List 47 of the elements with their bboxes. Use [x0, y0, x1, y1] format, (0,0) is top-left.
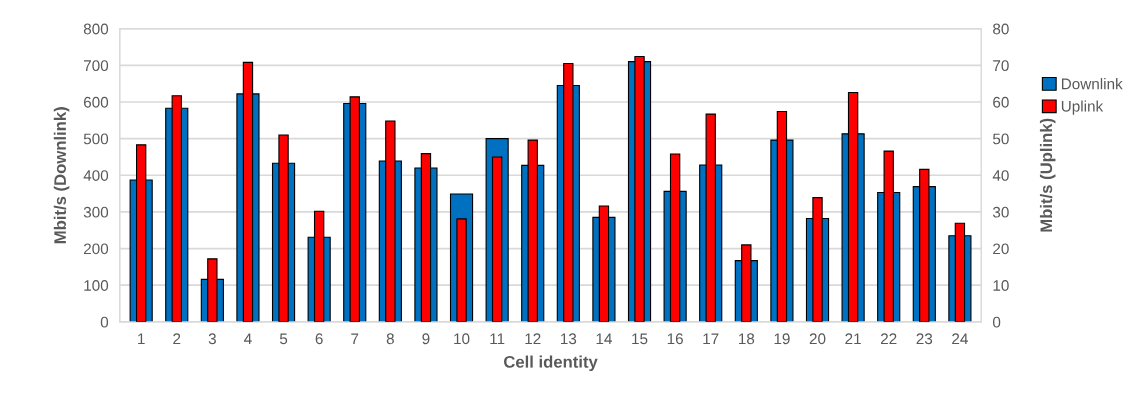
y-axis-title: Mbit/s (Downlink) — [53, 107, 70, 244]
y2-tick-label: 0 — [992, 316, 1001, 328]
y2-tick-label: 20 — [993, 243, 1009, 255]
y-tick-label: 100 — [84, 280, 109, 291]
y-tick-label: 400 — [83, 170, 109, 181]
x-tick-label: 2 — [173, 333, 181, 345]
x-tick-label: 6 — [315, 333, 323, 345]
x-tick-label: 5 — [279, 333, 288, 345]
x-tick-label: 20 — [809, 333, 826, 345]
y2-tick-label: 80 — [993, 23, 1009, 35]
legend-label: Downlink — [1061, 78, 1123, 90]
x-tick-label: 23 — [916, 333, 933, 345]
y-tick-label: 200 — [83, 243, 109, 255]
x-tick-label: 19 — [774, 333, 790, 345]
y-tick-label: 700 — [83, 60, 109, 72]
x-tick-label: 10 — [454, 333, 470, 345]
y2-tick-label: 40 — [992, 170, 1009, 181]
x-tick-label: 18 — [738, 333, 755, 345]
x-tick-label: 15 — [632, 333, 648, 345]
y2-tick-label: 50 — [992, 133, 1009, 145]
y2-tick-label: 30 — [992, 206, 1009, 218]
x-tick-label: 12 — [525, 333, 541, 345]
x-tick-label: 22 — [880, 333, 897, 345]
x-tick-label: 17 — [703, 333, 719, 345]
y-tick-label: 800 — [83, 23, 109, 35]
x-tick-label: 21 — [845, 333, 861, 345]
y2-tick-label: 60 — [993, 96, 1009, 108]
y-tick-label: 0 — [100, 316, 109, 328]
y-tick-label: 600 — [83, 96, 109, 108]
y2-tick-label: 70 — [993, 60, 1009, 72]
x-tick-label: 7 — [351, 333, 359, 345]
y-tick-label: 500 — [83, 133, 109, 145]
x-tick-label: 9 — [422, 333, 430, 345]
y2-axis-title: Mbit/s (Uplink) — [1039, 118, 1056, 232]
legend-label: Uplink — [1061, 100, 1104, 115]
x-tick-label: 14 — [596, 333, 612, 345]
y2-tick-label: 10 — [993, 280, 1009, 291]
x-tick-label: 4 — [244, 333, 252, 345]
x-tick-label: 11 — [490, 333, 505, 345]
x-tick-label: 16 — [667, 333, 683, 345]
x-tick-label: 13 — [561, 333, 577, 345]
x-axis-title: Cell identity — [503, 355, 598, 372]
x-tick-label: 24 — [952, 333, 968, 345]
x-tick-label: 3 — [208, 333, 216, 345]
x-tick-label: 8 — [386, 333, 394, 345]
x-tick-label: 1 — [138, 333, 145, 345]
y-tick-label: 300 — [83, 206, 109, 218]
